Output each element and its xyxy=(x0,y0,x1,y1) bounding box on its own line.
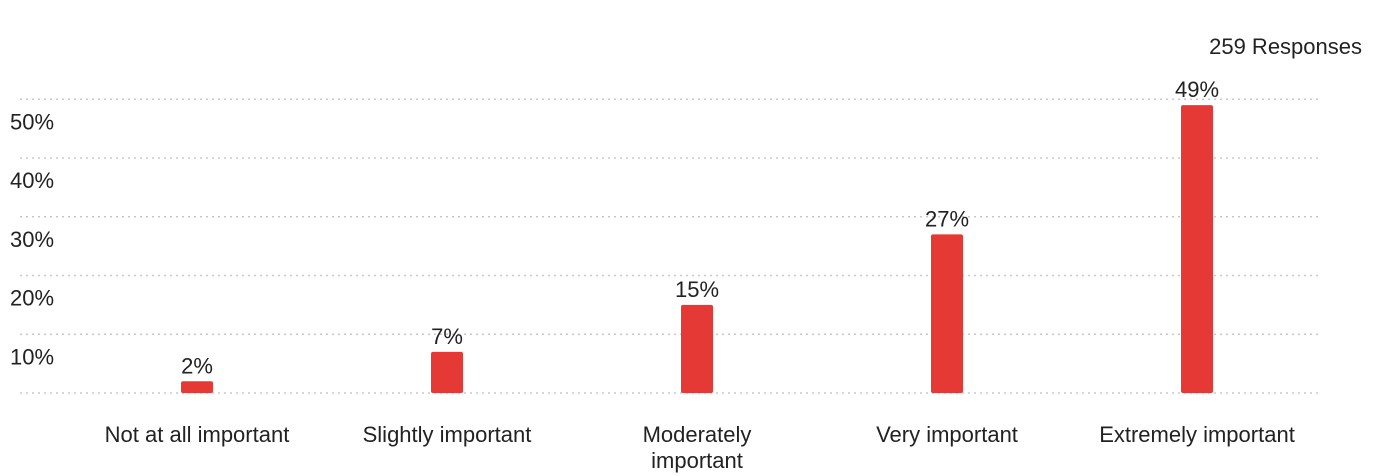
gridlines xyxy=(20,98,1322,394)
x-tick-label-line: Not at all important xyxy=(104,422,290,447)
y-tick-label: 30% xyxy=(10,227,54,252)
x-tick-label: Extremely important xyxy=(1072,422,1322,448)
bar-value-label: 27% xyxy=(925,206,969,231)
y-tick-label: 10% xyxy=(10,344,54,369)
x-tick-label-line: important xyxy=(651,448,743,473)
bar-value-label: 15% xyxy=(675,277,719,302)
value-labels: 2% 7% 15% 27% 49% xyxy=(181,77,1219,378)
y-tick-label: 40% xyxy=(10,168,54,193)
y-tick-label: 20% xyxy=(10,286,54,311)
bar xyxy=(181,381,213,393)
bar xyxy=(681,304,713,393)
y-axis-ticks: 10% 20% 30% 40% 50% xyxy=(10,109,54,369)
x-tick-label-line: Moderately xyxy=(642,422,752,447)
bar xyxy=(1181,105,1213,393)
x-tick-label: Not at all important xyxy=(72,422,322,448)
x-tick-label-line: Very important xyxy=(876,422,1018,447)
bar xyxy=(931,234,963,393)
y-tick-label: 50% xyxy=(10,109,54,134)
responses-count: 259 Responses xyxy=(1209,34,1362,59)
x-tick-label: Slightly important xyxy=(322,422,572,448)
bar xyxy=(431,351,463,393)
x-tick-label: Moderately important xyxy=(572,422,822,474)
bar-value-label: 2% xyxy=(181,353,213,378)
x-tick-label: Very important xyxy=(822,422,1072,448)
bar-value-label: 49% xyxy=(1175,77,1219,102)
x-tick-label-line: Extremely important xyxy=(1099,422,1295,447)
x-tick-label-line: Slightly important xyxy=(362,422,532,447)
bars xyxy=(181,105,1213,393)
bar-value-label: 7% xyxy=(431,324,463,349)
